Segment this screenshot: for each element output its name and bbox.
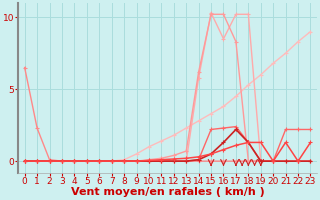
X-axis label: Vent moyen/en rafales ( km/h ): Vent moyen/en rafales ( km/h ) <box>71 187 264 197</box>
